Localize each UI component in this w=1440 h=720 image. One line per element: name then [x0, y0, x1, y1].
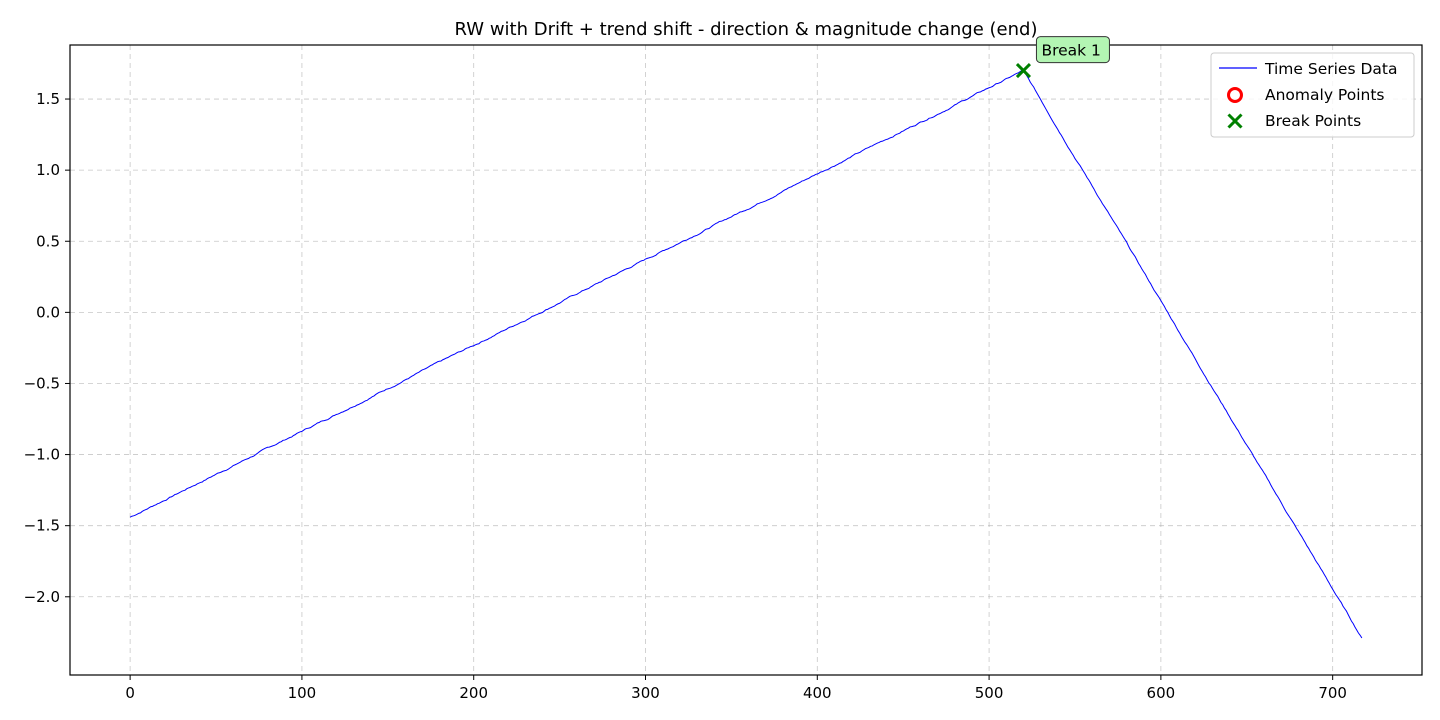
x-tick-label: 100: [288, 684, 317, 702]
plot-frame: [69, 44, 1423, 676]
legend-label: Time Series Data: [1264, 60, 1397, 78]
y-tick-label: −1.0: [24, 446, 60, 464]
y-tick-label: 1.5: [36, 90, 60, 108]
legend: Time Series Data Anomaly Points Break Poin…: [1210, 52, 1415, 138]
x-tick-label: 700: [1318, 684, 1347, 702]
x-tick-label: 200: [459, 684, 488, 702]
grid: [70, 45, 1422, 675]
annotations: Break 1: [1035, 36, 1110, 64]
legend-label: Break Points: [1265, 112, 1361, 130]
y-tick-label: 0.5: [36, 232, 60, 250]
x-tick-label: 500: [975, 684, 1004, 702]
legend-label: Anomaly Points: [1265, 86, 1384, 104]
x-tick-label: 300: [631, 684, 660, 702]
y-tick-label: −2.0: [24, 588, 60, 606]
break-annotation-label: Break 1: [1041, 42, 1100, 60]
legend-box: [1210, 52, 1415, 138]
x-tick-label: 400: [803, 684, 832, 702]
legend-swatch-x: [1227, 113, 1243, 129]
break-annotation-box: [1035, 36, 1110, 64]
chart-title: RW with Drift + trend shift - direction …: [455, 19, 1038, 40]
break-point-marker: [1015, 63, 1032, 79]
series-layer: [129, 63, 1363, 639]
y-tick-label: −1.5: [24, 517, 60, 535]
y-tick-label: −0.5: [24, 374, 60, 392]
series-line-time-series-data: [129, 70, 1363, 639]
x-tick-label: 0: [125, 684, 135, 702]
legend-swatch-circle: [1227, 87, 1243, 103]
x-tick-label: 600: [1147, 684, 1176, 702]
y-tick-label: 1.0: [36, 161, 60, 179]
axes: 0 100 200 300 400 500 600 700 −2.0 −1.5 −1.0 −0.5 0.…: [24, 90, 1347, 702]
y-tick-label: 0.0: [36, 303, 60, 321]
